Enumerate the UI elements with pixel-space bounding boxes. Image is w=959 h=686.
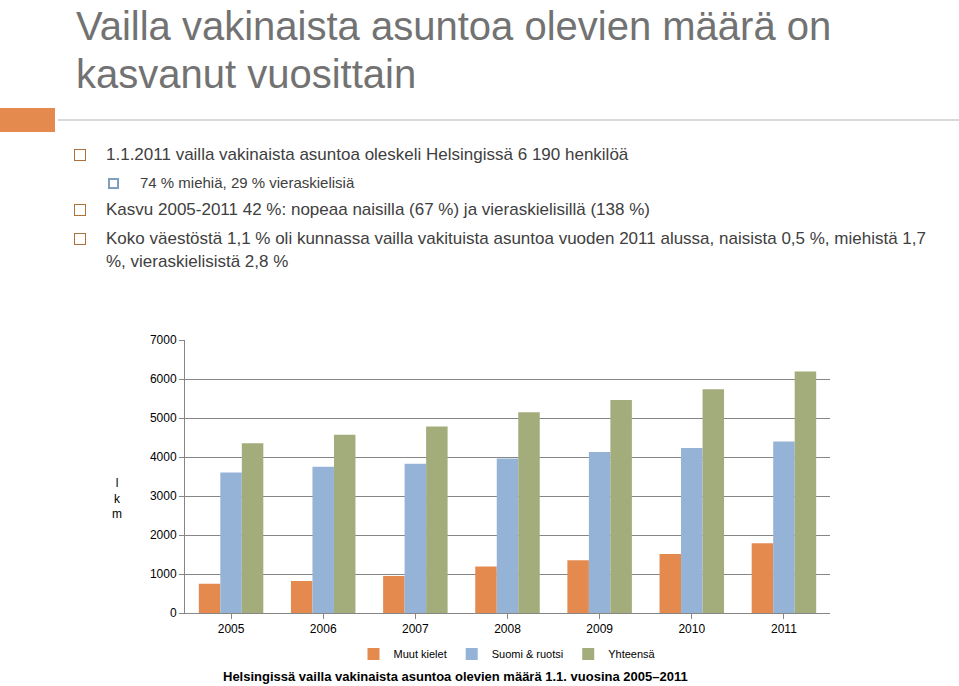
svg-text:Suomi & ruotsi: Suomi & ruotsi <box>492 648 564 660</box>
html-text:Vailla vakinaista asuntoa olev: Vailla vakinaista asuntoa olevien määrä … <box>76 4 832 96</box>
svg-text:2010: 2010 <box>678 622 705 636</box>
svg-text:2000: 2000 <box>150 528 177 542</box>
svg-text:Yhteensä: Yhteensä <box>608 648 655 660</box>
svg-text:lkm: lkm <box>112 476 122 521</box>
svg-text:1000: 1000 <box>150 567 177 581</box>
html-text:74 % miehiä, 29 % vieraskielis: 74 % miehiä, 29 % vieraskielisiä <box>140 174 355 191</box>
svg-text:5000: 5000 <box>150 411 177 425</box>
svg-text:4000: 4000 <box>150 450 177 464</box>
svg-text:2011: 2011 <box>771 622 797 636</box>
svg-text:6000: 6000 <box>150 372 177 386</box>
svg-text:2008: 2008 <box>494 622 521 636</box>
svg-text:Muut kielet: Muut kielet <box>394 648 447 660</box>
html-text:Koko väestöstä 1,1 % oli kunna: Koko väestöstä 1,1 % oli kunnassa vailla… <box>106 229 926 271</box>
html-text:1.1.2011 vailla vakinaista asu: 1.1.2011 vailla vakinaista asuntoa olesk… <box>106 145 629 164</box>
svg-text:0: 0 <box>170 606 177 620</box>
html-text:Kasvu 2005-2011 42 %: nopeaa n: Kasvu 2005-2011 42 %: nopeaa naisilla (6… <box>106 200 650 219</box>
svg-text:Helsingissä vailla vakinaista: Helsingissä vailla vakinaista asuntoa ol… <box>223 669 688 684</box>
svg-text:3000: 3000 <box>150 489 177 503</box>
svg-text:2005: 2005 <box>218 622 245 636</box>
svg-text:2009: 2009 <box>586 622 613 636</box>
svg-text:7000: 7000 <box>150 333 177 347</box>
svg-text:2006: 2006 <box>310 622 337 636</box>
svg-text:2007: 2007 <box>402 622 429 636</box>
